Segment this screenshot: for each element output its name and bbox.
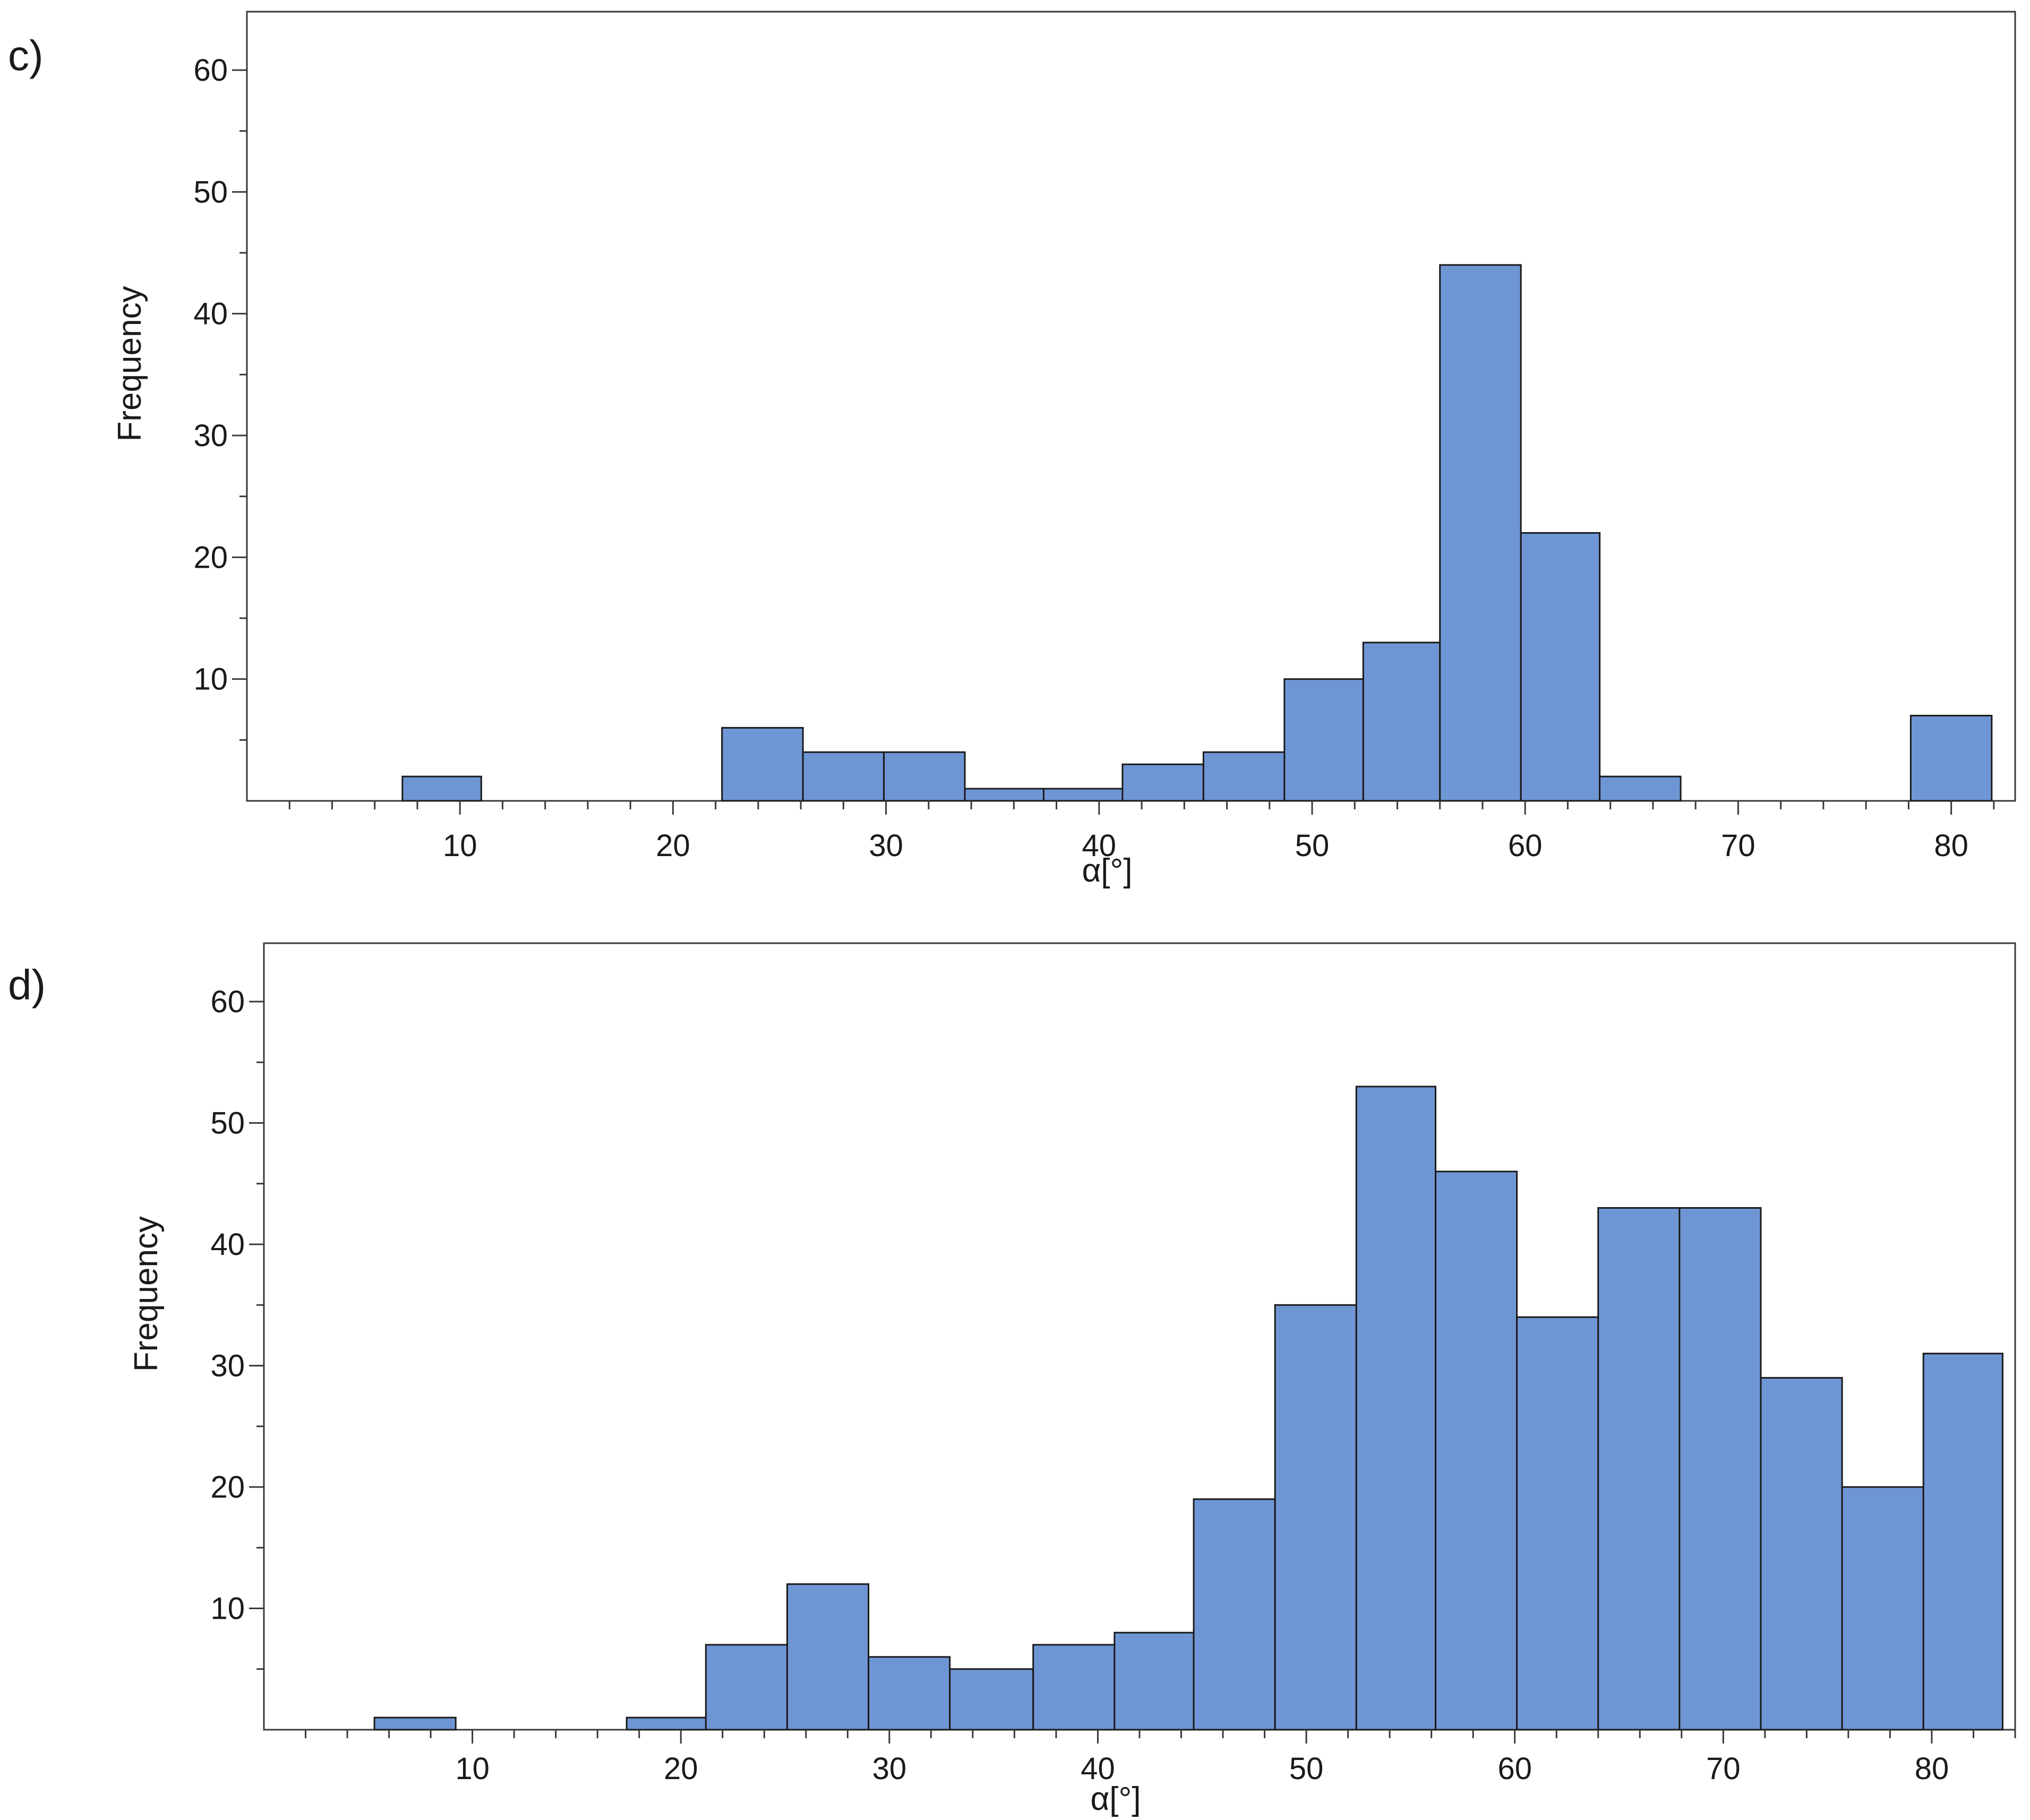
x-axis-title: α[°] xyxy=(1090,1781,1141,1817)
x-tick-label: 70 xyxy=(1721,828,1755,863)
y-tick-label: 30 xyxy=(193,418,228,453)
x-tick-label: 50 xyxy=(1289,1751,1324,1786)
x-tick-label: 10 xyxy=(443,828,477,863)
histogram-bar xyxy=(626,1716,707,1731)
histogram-bar xyxy=(705,1644,788,1731)
histogram-bar xyxy=(1841,1486,1924,1731)
x-tick-label: 20 xyxy=(664,1751,698,1786)
histogram-bar xyxy=(1439,264,1522,802)
histogram-bar xyxy=(1678,1207,1762,1731)
x-tick-label: 30 xyxy=(869,828,903,863)
histogram-bar xyxy=(1760,1377,1843,1731)
y-tick-label: 40 xyxy=(193,297,228,331)
y-axis-title: Frequency xyxy=(112,286,148,442)
x-tick-label: 30 xyxy=(872,1751,907,1786)
histogram-bar xyxy=(1043,788,1124,802)
histogram-bar xyxy=(802,751,885,802)
x-tick-label: 50 xyxy=(1295,828,1330,863)
histogram-bar xyxy=(883,751,966,802)
x-tick-label: 40 xyxy=(1082,828,1117,863)
y-tick-label: 50 xyxy=(193,175,228,209)
panel-label: d) xyxy=(8,961,46,1009)
y-tick-label: 30 xyxy=(210,1349,245,1383)
x-tick-label: 10 xyxy=(455,1751,490,1786)
panel-label: c) xyxy=(8,32,44,79)
histogram-bar xyxy=(1435,1170,1518,1731)
histogram-bar xyxy=(786,1583,870,1731)
histogram-panel-d: d) 10 20 30 40 50 60 10 20 30 40 50 60 70 80 α[°] Freque… xyxy=(8,942,2016,1817)
histogram-bar xyxy=(1274,1304,1357,1731)
histogram-bar xyxy=(1355,1086,1437,1731)
histogram-bar xyxy=(1113,1631,1195,1731)
y-tick-label: 60 xyxy=(210,985,245,1019)
x-tick-label: 60 xyxy=(1508,828,1543,863)
y-tick-label: 60 xyxy=(193,53,228,88)
histogram-bar xyxy=(401,775,482,802)
histogram-bar xyxy=(964,788,1045,802)
y-tick-label: 50 xyxy=(210,1106,245,1141)
histogram-bar xyxy=(1121,763,1204,802)
histogram-bar xyxy=(949,1668,1034,1731)
histogram-bar xyxy=(1362,642,1441,802)
y-tick-label: 40 xyxy=(210,1227,245,1262)
x-tick-label: 70 xyxy=(1706,1751,1741,1786)
histogram-bar xyxy=(373,1716,457,1731)
histogram-bar xyxy=(1520,532,1601,802)
histogram-bar xyxy=(1597,1207,1681,1731)
x-tick-label: 80 xyxy=(1934,828,1968,863)
x-tick-label: 20 xyxy=(656,828,690,863)
y-tick-label: 20 xyxy=(210,1470,245,1505)
histogram-bar xyxy=(1032,1644,1116,1731)
histogram-panel-c: c) 10 20 30 40 50 60 10 20 30 40 50 60 70 80 α[°] Freque… xyxy=(8,11,2016,889)
y-tick-label: 20 xyxy=(193,540,228,575)
histogram-bar xyxy=(1599,775,1682,802)
histogram-bar xyxy=(1922,1353,2003,1731)
y-tick-label: 10 xyxy=(210,1592,245,1626)
y-axis-title: Frequency xyxy=(128,1216,165,1372)
histogram-bar xyxy=(1202,751,1286,802)
x-tick-label: 60 xyxy=(1497,1751,1532,1786)
histogram-bar xyxy=(1516,1316,1599,1731)
y-tick-label: 10 xyxy=(193,662,228,697)
histogram-bar xyxy=(721,727,804,802)
histogram-bar xyxy=(1909,714,1993,802)
x-tick-label: 40 xyxy=(1081,1751,1115,1786)
histogram-bar xyxy=(1193,1498,1276,1731)
x-tick-label: 80 xyxy=(1915,1751,1949,1786)
histogram-bar xyxy=(1283,678,1364,802)
histogram-bar xyxy=(868,1656,951,1731)
x-axis-title: α[°] xyxy=(1082,852,1132,889)
